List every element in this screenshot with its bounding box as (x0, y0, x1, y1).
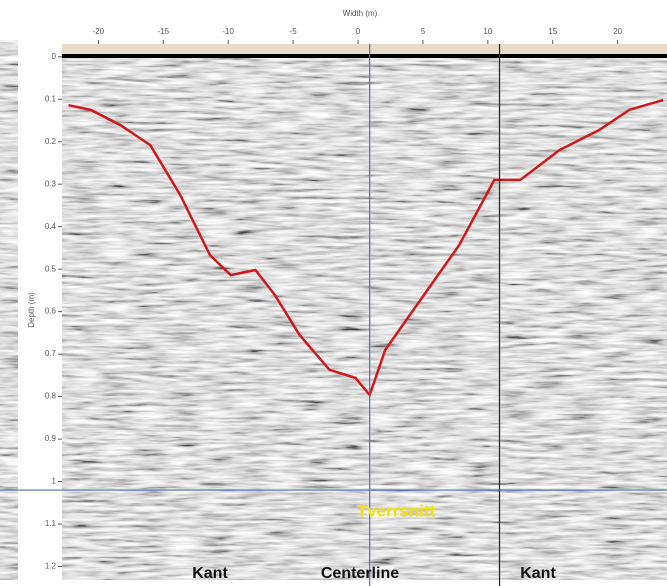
x-tick-label: 0 (356, 27, 361, 36)
y-tick-label: 0.1 (45, 94, 57, 103)
x-tick-label: -10 (222, 27, 234, 36)
y-tick-label: 0.7 (45, 349, 57, 358)
x-tick-label: 5 (421, 27, 426, 36)
y-axis-label: Depth (m) (27, 292, 36, 328)
y-tick-label: 1.2 (45, 562, 57, 571)
y-tick-label: 0.5 (45, 264, 57, 273)
y-tick-label: 0.8 (45, 392, 57, 401)
y-tick-label: 0.6 (45, 307, 57, 316)
bottom-label: Kant (192, 565, 228, 582)
y-tick-label: 1.1 (45, 519, 57, 528)
x-tick-label: 20 (613, 27, 622, 36)
y-tick-label: 0.4 (45, 222, 57, 231)
bottom-label: Kant (520, 565, 556, 582)
x-tick-label: -5 (290, 27, 298, 36)
x-tick-label: -15 (157, 27, 169, 36)
x-tick-label: 10 (483, 27, 492, 36)
top-band (62, 44, 667, 56)
bottom-label: Centerline (321, 565, 399, 582)
y-tick-label: 0.9 (45, 434, 57, 443)
x-axis-label: Width (m) (343, 9, 378, 18)
y-tick-label: 0.2 (45, 137, 57, 146)
x-tick-label: 15 (548, 27, 557, 36)
plot: -20 -15 -10 -5 0 5 10 15 20 0 0.1 0.2 0.3 0.4 0.5 0.6 0.… (0, 27, 667, 586)
x-tick-label: -20 (93, 27, 105, 36)
side-image (0, 40, 18, 580)
y-tick-label: 0 (52, 52, 57, 61)
section-label: Tverrsnitt (357, 501, 436, 520)
interface-line (68, 98, 664, 398)
y-tick-label: 1 (52, 477, 57, 486)
radar-image (62, 44, 667, 580)
y-tick-label: 0.3 (45, 179, 57, 188)
